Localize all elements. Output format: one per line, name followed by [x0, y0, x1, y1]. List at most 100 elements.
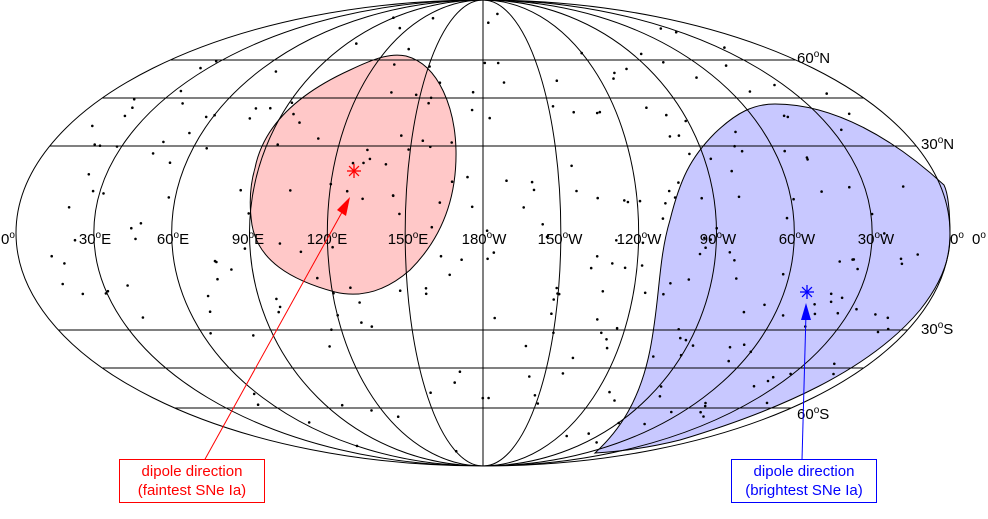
supernova-point: [771, 375, 775, 379]
supernova-point: [487, 21, 490, 25]
supernova-point: [684, 119, 687, 123]
supernova-point: [605, 346, 609, 350]
supernova-point: [832, 372, 835, 376]
supernova-point: [424, 292, 428, 296]
supernova-point: [781, 314, 785, 317]
faintest-dipole-callout: dipole direction (faintest SNe Ia): [119, 459, 265, 503]
supernova-point: [792, 197, 795, 201]
supernova-point: [765, 401, 769, 405]
supernova-point: [488, 116, 492, 120]
longitude-label: 0o: [1, 230, 15, 248]
supernova-point: [496, 61, 500, 65]
supernova-point: [204, 115, 208, 119]
supernova-point: [398, 26, 402, 30]
longitude-label: 150oE: [388, 230, 429, 248]
supernova-point: [552, 298, 555, 301]
supernova-point: [699, 410, 702, 414]
supernova-point: [704, 401, 707, 405]
supernova-point: [679, 353, 683, 357]
supernova-point: [453, 381, 457, 384]
faintest-dipole-marker: [347, 164, 361, 178]
supernova-point: [428, 65, 431, 68]
supernova-point: [615, 239, 618, 242]
supernova-point: [876, 330, 880, 334]
supernova-point: [206, 294, 210, 298]
supernova-point: [724, 64, 728, 67]
supernova-point: [555, 79, 559, 82]
supernova-point: [398, 212, 401, 216]
supernova-point: [199, 66, 202, 70]
supernova-point: [556, 292, 559, 295]
longitude-label: 0o: [972, 230, 986, 248]
meridian-line: [404, 0, 562, 466]
latitude-label: 60oN: [797, 49, 830, 67]
supernova-point: [298, 121, 301, 124]
supernova-point: [662, 61, 665, 64]
supernova-point: [550, 312, 553, 316]
longitude-label: 60oW: [779, 230, 816, 248]
supernova-point: [134, 237, 137, 241]
supernova-point: [855, 307, 858, 311]
supernova-point: [205, 147, 208, 150]
supernova-point: [674, 30, 678, 34]
supernova-point: [737, 195, 741, 199]
supernova-point: [431, 16, 435, 20]
supernova-point: [277, 310, 281, 314]
supernova-point: [641, 241, 645, 245]
supernova-point: [752, 384, 756, 388]
supernova-point: [524, 344, 528, 348]
supernova-point: [151, 152, 155, 155]
supernova-point: [336, 314, 340, 317]
supernova-point: [317, 137, 320, 140]
supernova-point: [486, 257, 489, 261]
supernova-point: [429, 391, 432, 395]
faintest-arrow: [203, 197, 350, 462]
supernova-point: [349, 286, 352, 290]
supernova-point: [214, 59, 218, 63]
supernova-point: [131, 106, 134, 109]
supernova-point: [216, 277, 219, 281]
supernova-point: [398, 289, 402, 293]
supernova-point: [98, 144, 102, 147]
supernova-point: [789, 372, 792, 376]
supernova-point: [275, 297, 278, 301]
supernova-point: [709, 238, 712, 241]
supernova-point: [748, 90, 752, 93]
supernova-point: [601, 290, 605, 293]
supernova-point: [773, 83, 776, 87]
supernova-point: [605, 338, 608, 341]
supernova-point: [130, 226, 133, 230]
supernova-point: [370, 325, 374, 328]
supernova-point: [702, 415, 705, 418]
supernova-point: [820, 190, 823, 193]
supernova-point: [532, 188, 536, 192]
supernova-point: [733, 144, 736, 148]
supernova-point: [626, 200, 630, 204]
supernova-point: [639, 52, 643, 56]
supernova-point: [181, 102, 184, 105]
supernova-point: [691, 344, 695, 347]
supernova-point: [728, 251, 732, 254]
supernova-point: [141, 316, 145, 319]
supernova-point: [188, 131, 191, 135]
supernova-point: [274, 70, 278, 73]
supernova-point: [407, 148, 410, 151]
supernova-point: [555, 286, 558, 290]
supernova-point: [93, 143, 96, 146]
supernova-point: [735, 277, 738, 280]
supernova-point: [615, 326, 619, 330]
supernova-point: [361, 197, 364, 201]
supernova-point: [528, 375, 531, 378]
supernova-point: [825, 92, 828, 95]
supernova-point: [390, 91, 393, 94]
supernova-point: [728, 345, 732, 349]
longitude-labels: 0o 30oE 60oE 90oE 120oE 150oE 180oW 150oW 120oW 9…: [1, 230, 986, 248]
supernova-point: [571, 356, 575, 360]
supernova-point: [331, 245, 334, 249]
supernova-point: [429, 96, 433, 100]
faintest-dipole-region: [249, 54, 457, 295]
supernova-point: [179, 89, 183, 93]
supernova-point: [727, 359, 730, 363]
supernova-point: [450, 180, 454, 183]
